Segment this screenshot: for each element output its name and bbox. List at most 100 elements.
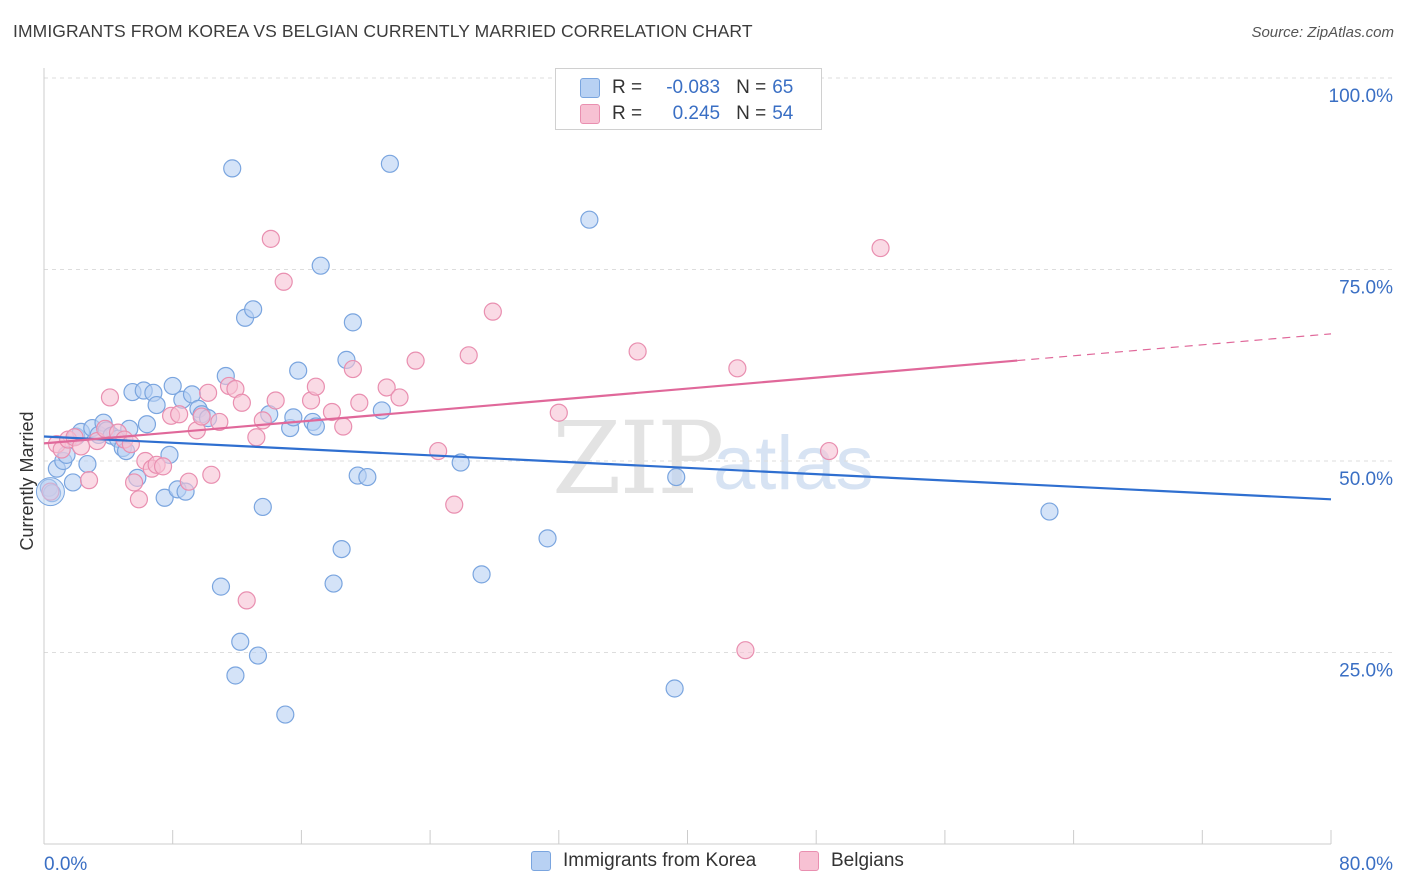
- belgian-point: [728, 359, 747, 378]
- watermark-zip: ZIP: [552, 400, 724, 517]
- belgian-point: [377, 378, 396, 397]
- chart-title: IMMIGRANTS FROM KOREA VS BELGIAN CURRENT…: [13, 21, 753, 41]
- korea-point: [306, 417, 325, 436]
- korea-point: [1040, 502, 1059, 521]
- belgian-point: [266, 391, 285, 410]
- belgian-point: [198, 383, 218, 402]
- korea-point: [226, 666, 245, 685]
- belgian-point: [124, 473, 144, 492]
- belgian-point: [406, 351, 425, 370]
- korea-point: [155, 488, 174, 507]
- belgian-point: [202, 465, 221, 484]
- stats-belgians-r-label: R =: [612, 103, 643, 124]
- belgian-point: [549, 403, 568, 422]
- korea-point: [35, 477, 65, 507]
- legend-belgians-label: Belgians: [831, 850, 904, 871]
- belgian-point: [350, 393, 369, 412]
- y-axis-label: Currently Married: [17, 411, 37, 550]
- y-tick-label: 25.0%: [1339, 661, 1393, 682]
- korea-point: [472, 565, 491, 584]
- chart-source: Source: ZipAtlas.com: [1251, 24, 1394, 41]
- belgian-point: [100, 388, 120, 407]
- korea-point: [276, 705, 295, 724]
- belgian-point: [192, 407, 211, 426]
- korea-point: [223, 159, 242, 178]
- korea-point: [580, 210, 599, 229]
- trend-line: [43, 359, 1018, 445]
- belgian-point: [334, 417, 353, 436]
- belgian-swatch: [580, 104, 600, 124]
- belgian-point: [343, 359, 362, 379]
- bottom-legend: Immigrants from Korea Belgians: [0, 850, 1406, 878]
- korea-point: [324, 574, 343, 593]
- korea-point: [147, 395, 166, 415]
- belgian-point: [306, 377, 325, 396]
- belgian-point: [871, 238, 890, 258]
- x-tick-label: 80.0%: [1339, 854, 1393, 875]
- belgian-point: [628, 342, 647, 361]
- korea-point: [343, 313, 362, 332]
- trend-line-extension: [1017, 333, 1332, 362]
- korea-point: [289, 361, 308, 380]
- y-tick-label: 100.0%: [1329, 86, 1394, 107]
- korea-point: [137, 415, 157, 434]
- belgian-point: [129, 490, 149, 509]
- legend-korea-swatch: [531, 851, 551, 871]
- korea-point: [538, 529, 557, 548]
- belgian-point: [736, 641, 755, 660]
- korea-point: [231, 632, 250, 651]
- stats-korea-r-label: R =: [612, 77, 643, 98]
- korea-point: [451, 453, 470, 472]
- belgian-point: [210, 412, 229, 432]
- korea-point: [358, 467, 377, 487]
- stats-row-korea: R = -0.083 N = 65: [580, 76, 793, 100]
- korea-point: [253, 497, 272, 517]
- belgian-point: [170, 405, 189, 424]
- korea-point: [665, 679, 684, 698]
- legend-korea-label: Immigrants from Korea: [563, 850, 757, 871]
- korea-point: [63, 473, 83, 492]
- belgian-point: [121, 435, 140, 454]
- korea-point: [211, 577, 231, 596]
- korea-point: [380, 154, 399, 173]
- belgian-point: [390, 388, 409, 407]
- legend-item-belgians[interactable]: Belgians: [799, 850, 904, 872]
- belgian-point: [237, 591, 256, 610]
- korea-point: [244, 300, 263, 319]
- korea-swatch: [580, 78, 600, 98]
- belgian-point: [819, 441, 839, 461]
- stats-belgians-n: 54: [772, 103, 794, 124]
- korea-point: [372, 401, 391, 420]
- x-tick-label: 0.0%: [44, 854, 87, 875]
- legend-belgians-swatch: [799, 851, 819, 871]
- belgian-point: [153, 457, 173, 476]
- belgian-point: [261, 229, 280, 248]
- belgian-point: [322, 402, 342, 422]
- belgian-point: [79, 471, 99, 490]
- y-tick-label: 50.0%: [1339, 469, 1393, 490]
- stats-belgians-n-label: N =: [736, 103, 767, 124]
- stats-legend: R = -0.083 N = 65 R = 0.245 N = 54: [555, 68, 822, 130]
- belgian-point: [232, 393, 251, 412]
- korea-point: [163, 376, 182, 396]
- stats-row-belgians: R = 0.245 N = 54: [580, 102, 793, 126]
- belgian-point: [274, 272, 293, 291]
- stats-belgians-r: 0.245: [672, 103, 721, 124]
- korea-point: [78, 454, 97, 474]
- trend-line: [43, 435, 1332, 501]
- korea-point: [332, 539, 351, 559]
- korea-point: [667, 467, 686, 487]
- stats-korea-n-label: N =: [736, 77, 767, 98]
- stats-korea-n: 65: [772, 77, 794, 98]
- belgian-point: [483, 302, 502, 321]
- legend-item-korea[interactable]: Immigrants from Korea: [531, 850, 756, 872]
- korea-point: [311, 256, 330, 275]
- belgian-point: [445, 495, 464, 514]
- korea-point: [248, 646, 268, 665]
- belgian-point: [179, 472, 198, 491]
- belgian-point: [459, 346, 478, 365]
- belgian-point: [247, 428, 266, 447]
- y-tick-label: 75.0%: [1339, 278, 1393, 299]
- watermark-atlas: atlas: [713, 421, 874, 506]
